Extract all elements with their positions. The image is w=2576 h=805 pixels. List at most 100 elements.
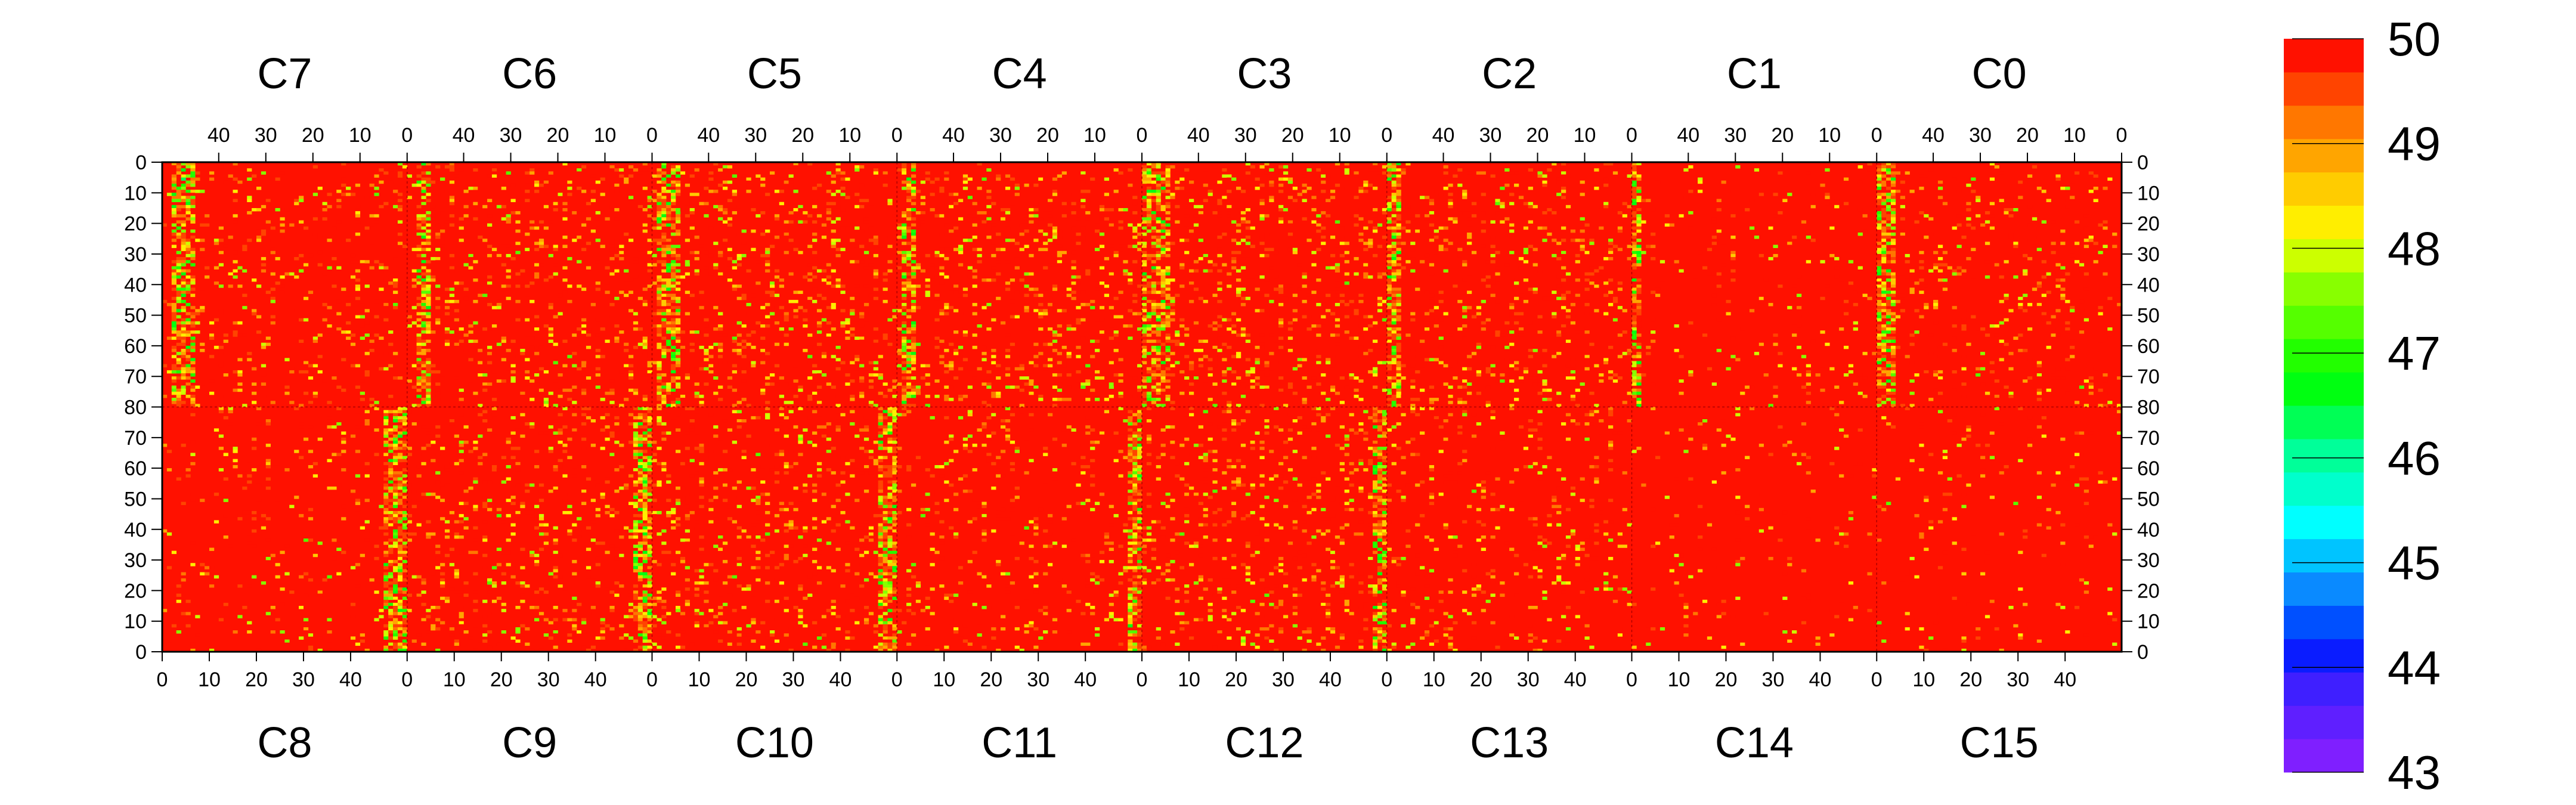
heatmap-cell [1142,272,1147,276]
heatmap-cell [897,364,902,368]
heatmap-cell [1146,208,1152,212]
heatmap-cell [383,330,389,334]
heatmap-cell [190,303,196,306]
heatmap-cell [487,269,493,273]
heatmap-cell [1212,327,1218,331]
heatmap-cell [195,330,200,334]
heatmap-cell [1278,318,1284,322]
heatmap-cell [294,202,299,206]
heatmap-cell [590,229,596,233]
heatmap-cell [1495,333,1500,337]
heatmap-cell [1599,272,1604,276]
heatmap-cell [906,309,912,312]
heatmap-cell [1330,388,1336,392]
heatmap-cell [1019,223,1024,227]
heatmap-cell [247,177,252,181]
heatmap-cell [1198,239,1203,242]
heatmap-cell [468,330,473,334]
heatmap-cell [1589,281,1594,285]
heatmap-cell [431,278,436,282]
heatmap-cell [1142,250,1147,255]
heatmap-cell [986,168,992,172]
heatmap-cell [416,361,422,364]
heatmap-cell [1250,385,1255,389]
heatmap-cell [1151,214,1156,218]
heatmap-cell [661,180,667,184]
heatmap-cell [1467,171,1472,175]
heatmap-cell [586,345,592,349]
heatmap-cell [171,174,177,178]
heatmap-cell [1302,398,1307,401]
heatmap-cell [666,299,671,304]
heatmap-cell [491,306,497,309]
heatmap-cell [190,284,196,288]
heatmap-cell [190,236,196,239]
heatmap-cell [647,214,652,218]
heatmap-cell [1523,278,1529,282]
heatmap-cell [676,187,681,190]
heatmap-cell [647,299,652,304]
heatmap-cell [1594,269,1599,273]
heatmap-cell [897,352,902,355]
heatmap-cell [171,208,177,212]
heatmap-cell [567,355,572,358]
heatmap-cell [1537,330,1543,334]
heatmap-cell [689,330,695,334]
heatmap-cell [1570,358,1576,361]
heatmap-cell [1099,214,1105,218]
heatmap-cell [911,196,917,199]
heatmap-cell [171,223,177,227]
heatmap-cell [666,349,671,352]
heatmap-cell [1391,250,1397,255]
heatmap-cell [657,296,662,301]
heatmap-cell [1240,220,1246,224]
heatmap-cell [312,193,318,196]
heatmap-cell [171,364,177,368]
heatmap-cell [1085,379,1091,383]
heatmap-cell [581,324,587,328]
heatmap-cell [902,306,907,309]
heatmap-cell [1405,162,1411,166]
heatmap-cell [534,183,540,187]
heatmap-cell [1504,345,1510,349]
heatmap-cell [459,226,464,230]
heatmap-cell [1603,293,1609,298]
heatmap-cell [1019,355,1024,358]
heatmap-cell [303,263,309,267]
heatmap-cell [1048,202,1053,206]
heatmap-cell [633,290,639,294]
heatmap-cell [661,208,667,212]
heatmap-cell [1453,284,1458,288]
heatmap-cell [1033,183,1039,187]
heatmap-cell [798,349,803,352]
heatmap-cell [1386,388,1392,392]
heatmap-cell [501,358,506,361]
heatmap-cell [779,336,784,340]
heatmap-cell [1259,253,1265,258]
heatmap-cell [835,171,841,175]
heatmap-cell [393,284,398,288]
heatmap-cell [769,312,775,315]
heatmap-cell [1061,398,1067,401]
heatmap-cell [1137,242,1143,245]
heatmap-cell [863,401,869,404]
heatmap-cell [256,187,262,190]
heatmap-cell [1188,299,1194,304]
heatmap-cell [181,391,186,395]
heatmap-cell [416,370,422,374]
heatmap-cell [190,293,196,298]
heatmap-cell [962,187,968,190]
heatmap-cell [1146,180,1152,184]
heatmap-cell [1156,318,1161,322]
heatmap-cell [1448,401,1453,404]
heatmap-cell [1391,257,1397,261]
heatmap-cell [218,250,224,255]
heatmap-cell [826,382,831,386]
heatmap-cell [1316,324,1321,328]
heatmap-cell [1184,205,1190,209]
heatmap-cell [661,388,667,392]
heatmap-cell [1255,309,1260,312]
heatmap-cell [897,226,902,230]
heatmap-cell [671,226,676,230]
heatmap-cell [1556,333,1562,337]
